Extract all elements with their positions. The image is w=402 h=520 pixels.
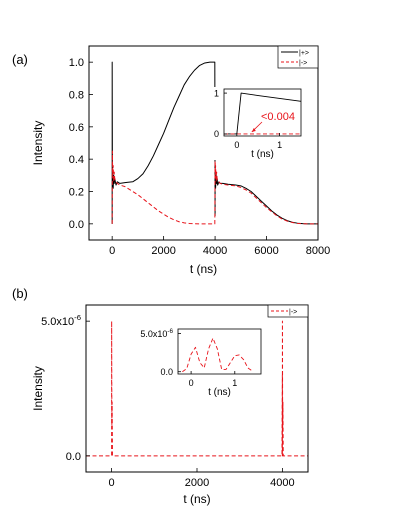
panel-b-y-ticks: 0.0 5.0x10-6 xyxy=(41,313,90,463)
panel-b-legend-label: |-> xyxy=(289,309,297,316)
panel-a-inset-y-ticks: 01 xyxy=(214,88,227,139)
panel-b-x-tick-label: 2000 xyxy=(185,477,209,489)
panel-a-inset-x-tick-label: 1 xyxy=(277,140,282,150)
panel-b: (b) 0 2000 4000 0.0 5.0x10-6 t (ns) Intensi… xyxy=(12,286,309,506)
panel-a-inset-background xyxy=(210,87,305,160)
panel-b-x-axis-label: t (ns) xyxy=(183,492,210,506)
panel-a-x-tick-label: 2000 xyxy=(151,245,175,257)
panel-a-legend-label: |+> xyxy=(299,50,309,57)
panel-b-inset-y-ticks: 0.0 5.0x10-6 xyxy=(140,328,181,377)
panel-a-y-tick-label: 1.0 xyxy=(69,57,84,69)
panel-b-legend: |-> xyxy=(267,304,309,318)
panel-b-inset-x-tick-label: 1 xyxy=(232,378,237,388)
panel-b-y-tick-exponent: -6 xyxy=(74,313,81,322)
panel-a-y-axis-label: Intensity xyxy=(31,121,45,166)
panel-a-x-ticks: 0 2000 4000 6000 8000 xyxy=(109,236,330,257)
panel-b-x-tick-label: 0 xyxy=(109,477,115,489)
panel-b-x-ticks: 0 2000 4000 xyxy=(109,468,295,489)
panel-b-inset-y-tick-label: 5.0x10-6 xyxy=(140,328,173,339)
panel-b-inset-y-tick-label: 0.0 xyxy=(160,367,173,377)
panel-b-inset-x-tick-label: 0 xyxy=(189,378,194,388)
panel-a-inset-y-tick-label: 1 xyxy=(214,88,219,98)
panel-a-legend: |+> |-> xyxy=(277,45,319,69)
panel-a-x-tick-label: 6000 xyxy=(254,245,278,257)
panel-b-inset-series-line-1 xyxy=(182,337,253,373)
panel-a-y-tick-label: 0.6 xyxy=(69,122,84,134)
panel-a-inset-x-tick-label: 0 xyxy=(234,140,239,150)
panel-b-series xyxy=(86,320,308,457)
panel-b-series-line-1 xyxy=(86,320,308,457)
panel-b-y-tick-label: 0.0 xyxy=(66,451,81,463)
panel-a-y-tick-label: 0.2 xyxy=(69,186,84,198)
panel-b-inset-x-axis-label: t (ns) xyxy=(208,387,231,398)
panel-a-label: (a) xyxy=(12,52,28,67)
panel-a-y-ticks: 0.0 0.2 0.4 0.6 0.8 1.0 xyxy=(69,57,93,231)
panel-a-x-tick-label: 4000 xyxy=(203,245,227,257)
panel-a: (a) 0 2000 4000 6000 8000 0.0 0.2 0.4 0.6 0.8 1.0… xyxy=(12,45,330,276)
panel-a-inset-arrow-head xyxy=(251,127,256,132)
panel-b-inset-y-tick-exponent: -6 xyxy=(167,328,173,335)
panel-a-legend-box xyxy=(277,45,319,69)
panel-a-y-tick-label: 0.4 xyxy=(69,154,84,166)
panel-a-inset-annotation: <0.004 xyxy=(261,111,295,123)
panel-b-y-tick-label: 5.0x10-6 xyxy=(41,313,81,328)
panel-b-inset-series xyxy=(182,337,253,373)
panel-b-x-tick-label: 4000 xyxy=(270,477,294,489)
panel-a-y-tick-label: 0.0 xyxy=(69,219,84,231)
panel-b-inset-frame xyxy=(177,328,262,375)
panel-a-series-line-2 xyxy=(111,150,318,225)
panel-a-inset-x-axis-label: t (ns) xyxy=(251,149,274,160)
panel-a-y-tick-label: 0.8 xyxy=(69,89,84,101)
panel-a-legend-label: |-> xyxy=(299,60,307,67)
panel-b-label: (b) xyxy=(12,286,28,301)
panel-a-plot-frame xyxy=(88,45,319,241)
panel-b-y-axis-label: Intensity xyxy=(31,366,45,411)
panel-a-inset-y-tick-label: 0 xyxy=(214,129,219,139)
panel-a-x-tick-label: 8000 xyxy=(306,245,330,257)
panel-a-inset-annotation-arrow xyxy=(251,121,263,133)
panel-a-x-tick-label: 0 xyxy=(109,245,115,257)
panel-a-x-axis-label: t (ns) xyxy=(190,262,217,276)
panel-a-inset-frame xyxy=(223,88,302,137)
